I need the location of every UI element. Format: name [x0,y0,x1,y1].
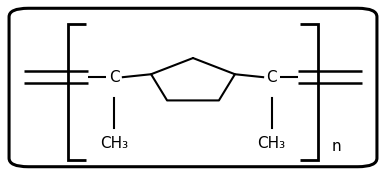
Text: CH₃: CH₃ [257,136,286,151]
Text: CH₃: CH₃ [100,136,129,151]
Text: C: C [266,70,277,85]
Text: C: C [109,70,120,85]
Text: n: n [332,139,341,154]
